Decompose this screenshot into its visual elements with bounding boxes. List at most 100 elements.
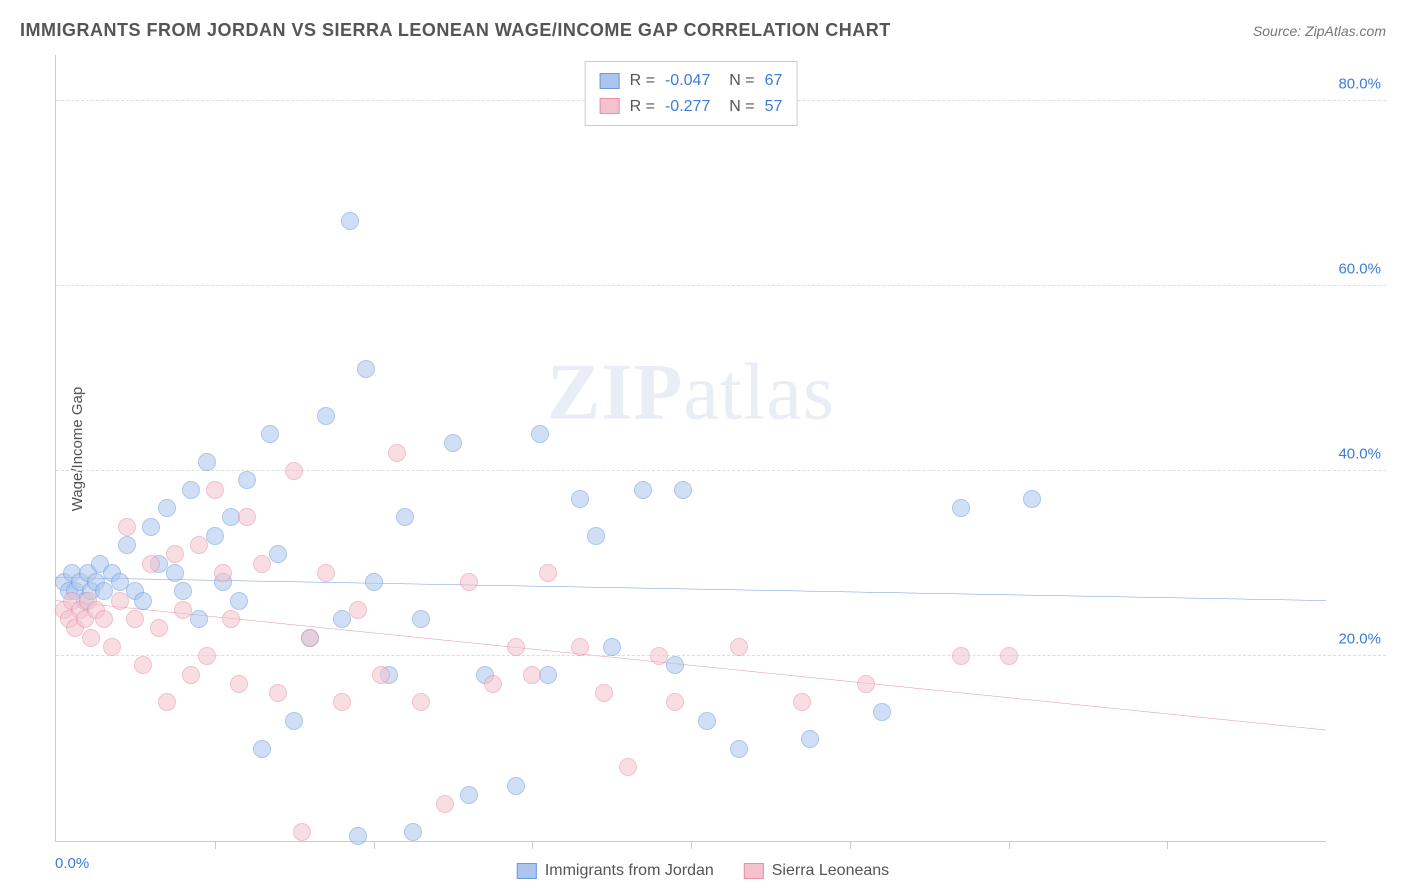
stats-row-sierra: R = -0.277 N = 57 (600, 94, 783, 120)
scatter-point-sierra (857, 675, 875, 693)
scatter-point-jordan (412, 610, 430, 628)
scatter-point-jordan (357, 360, 375, 378)
n-value-sierra: 57 (765, 94, 783, 120)
watermark-part2: atlas (683, 348, 835, 436)
scatter-point-jordan (365, 573, 383, 591)
scatter-point-sierra (269, 684, 287, 702)
scatter-point-jordan (349, 827, 367, 845)
scatter-point-jordan (253, 740, 271, 758)
stats-row-jordan: R = -0.047 N = 67 (600, 68, 783, 94)
scatter-point-jordan (444, 434, 462, 452)
legend-swatch-jordan (517, 863, 537, 879)
scatter-point-jordan (166, 564, 184, 582)
scatter-point-jordan (190, 610, 208, 628)
header: IMMIGRANTS FROM JORDAN VS SIERRA LEONEAN… (20, 20, 1386, 41)
legend-item-sierra: Sierra Leoneans (744, 862, 889, 880)
scatter-point-sierra (82, 629, 100, 647)
scatter-point-jordan (317, 407, 335, 425)
scatter-point-sierra (666, 693, 684, 711)
series-legend: Immigrants from Jordan Sierra Leoneans (517, 862, 889, 880)
gridline (56, 470, 1386, 471)
plot-region: ZIPatlas R = -0.047 N = 67 R = -0.277 N … (55, 55, 1326, 842)
scatter-point-jordan (142, 518, 160, 536)
scatter-point-sierra (301, 629, 319, 647)
legend-item-jordan: Immigrants from Jordan (517, 862, 714, 880)
scatter-point-jordan (730, 740, 748, 758)
scatter-point-sierra (118, 518, 136, 536)
scatter-point-sierra (952, 647, 970, 665)
scatter-point-jordan (1023, 490, 1041, 508)
scatter-point-jordan (261, 425, 279, 443)
scatter-point-jordan (182, 481, 200, 499)
scatter-point-sierra (198, 647, 216, 665)
chart-area: Wage/Income Gap ZIPatlas R = -0.047 N = … (55, 55, 1386, 842)
source-label: Source: (1253, 23, 1305, 39)
scatter-point-jordan (158, 499, 176, 517)
y-tick-label: 80.0% (1338, 76, 1381, 93)
scatter-point-jordan (396, 508, 414, 526)
x-tick-mark (532, 841, 533, 849)
scatter-point-sierra (372, 666, 390, 684)
scatter-point-sierra (293, 823, 311, 841)
scatter-point-sierra (571, 638, 589, 656)
x-tick-mark (691, 841, 692, 849)
scatter-point-sierra (142, 555, 160, 573)
scatter-point-sierra (412, 693, 430, 711)
source-value: ZipAtlas.com (1305, 23, 1386, 39)
scatter-point-sierra (793, 693, 811, 711)
scatter-point-jordan (507, 777, 525, 795)
scatter-point-sierra (150, 619, 168, 637)
scatter-point-sierra (166, 545, 184, 563)
scatter-point-sierra (539, 564, 557, 582)
scatter-point-jordan (134, 592, 152, 610)
scatter-point-jordan (269, 545, 287, 563)
scatter-point-jordan (238, 471, 256, 489)
scatter-point-jordan (801, 730, 819, 748)
scatter-point-sierra (595, 684, 613, 702)
y-tick-label: 60.0% (1338, 261, 1381, 278)
scatter-point-jordan (531, 425, 549, 443)
x-tick-mark (374, 841, 375, 849)
y-tick-label: 20.0% (1338, 631, 1381, 648)
scatter-point-sierra (111, 592, 129, 610)
x-tick-mark (1009, 841, 1010, 849)
scatter-point-jordan (460, 786, 478, 804)
watermark: ZIPatlas (547, 347, 835, 438)
trend-lines (56, 55, 1326, 841)
scatter-point-sierra (349, 601, 367, 619)
trend-line-sierra (56, 601, 1326, 730)
scatter-point-jordan (285, 712, 303, 730)
y-tick-label: 40.0% (1338, 446, 1381, 463)
scatter-point-sierra (190, 536, 208, 554)
scatter-point-jordan (666, 656, 684, 674)
n-label: N = (720, 68, 754, 94)
scatter-point-jordan (333, 610, 351, 628)
x-tick-mark (850, 841, 851, 849)
scatter-point-jordan (634, 481, 652, 499)
scatter-point-sierra (222, 610, 240, 628)
scatter-point-jordan (539, 666, 557, 684)
scatter-point-jordan (230, 592, 248, 610)
scatter-point-sierra (1000, 647, 1018, 665)
scatter-point-jordan (174, 582, 192, 600)
scatter-point-sierra (619, 758, 637, 776)
scatter-point-jordan (198, 453, 216, 471)
scatter-point-sierra (238, 508, 256, 526)
x-tick-min: 0.0% (55, 855, 89, 872)
scatter-point-sierra (507, 638, 525, 656)
scatter-point-sierra (174, 601, 192, 619)
legend-swatch-sierra (744, 863, 764, 879)
x-tick-mark (215, 841, 216, 849)
legend-label-jordan: Immigrants from Jordan (545, 862, 714, 880)
scatter-point-jordan (206, 527, 224, 545)
scatter-point-sierra (206, 481, 224, 499)
scatter-point-sierra (158, 693, 176, 711)
n-label: N = (720, 94, 754, 120)
scatter-point-sierra (182, 666, 200, 684)
legend-label-sierra: Sierra Leoneans (772, 862, 889, 880)
chart-title: IMMIGRANTS FROM JORDAN VS SIERRA LEONEAN… (20, 20, 891, 41)
scatter-point-jordan (698, 712, 716, 730)
scatter-point-sierra (436, 795, 454, 813)
scatter-point-sierra (523, 666, 541, 684)
scatter-point-sierra (650, 647, 668, 665)
